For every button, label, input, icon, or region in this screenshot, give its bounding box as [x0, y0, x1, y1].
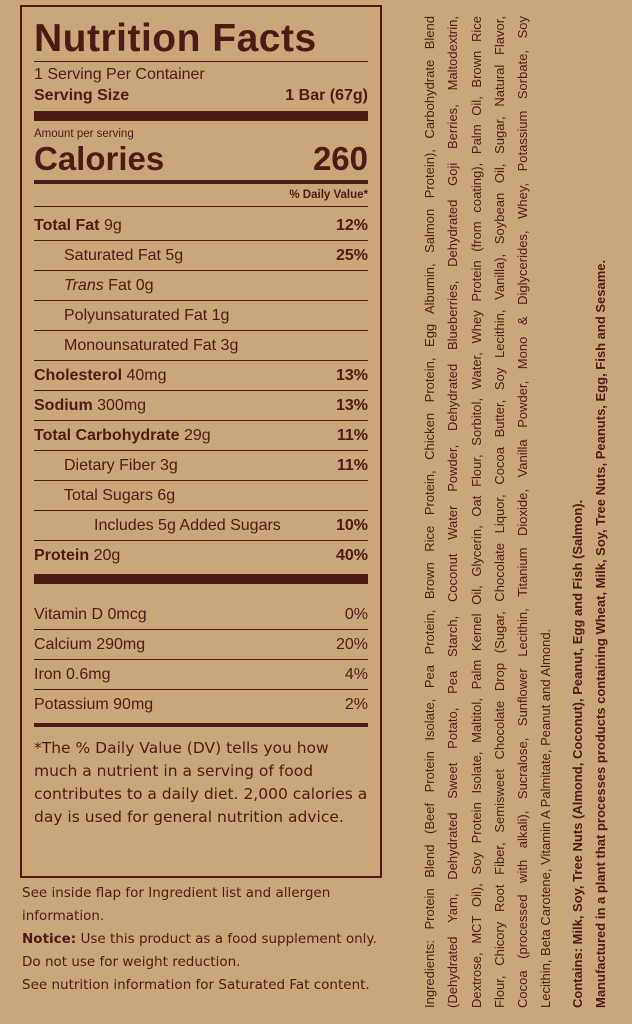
nutrient-row-protein: Protein 20g 40%: [34, 540, 368, 570]
nutrient-row-total-sugars: Total Sugars 6g: [34, 480, 368, 510]
nutrient-row-saturated-fat: Saturated Fat 5g 25%: [34, 240, 368, 270]
nutrient-row-cholesterol: Cholesterol 40mg 13%: [34, 360, 368, 390]
nutrient-row-sodium: Sodium 300mg 13%: [34, 390, 368, 420]
saturated-fat-note: See nutrition information for Saturated …: [22, 977, 370, 993]
ingredients-line: Dextrose, MCT Oil), Soy Protein Isolate,…: [468, 16, 484, 1008]
ingredients-panel: Ingredients: Protein Blend (Beef Protein…: [418, 16, 612, 1008]
serving-size-label: Serving Size: [34, 87, 130, 104]
allergen-contains: Contains: Milk, Soy, Tree Nuts (Almond, …: [569, 499, 585, 1008]
daily-value-footnote: *The % Daily Value (DV) tells you how mu…: [34, 739, 368, 826]
nutrient-row-added-sugars: Includes 5g Added Sugars 10%: [34, 510, 368, 540]
serving-size: Serving Size 1 Bar (67g): [34, 85, 368, 107]
nutrient-row-monounsaturated-fat: Monounsaturated Fat 3g: [34, 330, 368, 360]
ingredients-line: Flour, Chicory Root Fiber, Semisweet Cho…: [491, 16, 507, 1008]
calories-value: 260: [312, 140, 368, 177]
ingredient-flap-note: See inside flap for Ingredient list and …: [22, 885, 331, 924]
vitamin-row-potassium: Potassium 90mg 2%: [34, 689, 368, 719]
label-notes: See inside flap for Ingredient list and …: [22, 882, 392, 997]
nutrient-row-polyunsaturated-fat: Polyunsaturated Fat 1g: [34, 300, 368, 330]
serving-size-value: 1 Bar (67g): [285, 87, 368, 104]
notice-text: Use this product as a food supplement on…: [22, 931, 377, 970]
amount-per-serving: Amount per serving: [34, 128, 134, 140]
nutrition-facts-panel: Nutrition Facts 1 Serving Per Container …: [20, 5, 382, 878]
ingredients-line: Lecithin, Beta Carotene, Vitamin A Palmi…: [538, 628, 554, 1008]
ingredients-line: Cocoa (processed with alkali), Sucralose…: [515, 16, 531, 1008]
notice-label: Notice:: [22, 931, 77, 947]
notice: Notice: Use this product as a food suppl…: [22, 928, 392, 974]
ingredients-line: Ingredients: Protein Blend (Beef Protein…: [422, 16, 437, 1008]
vitamin-row-iron: Iron 0.6mg 4%: [34, 659, 368, 689]
panel-title: Nutrition Facts: [34, 17, 317, 60]
vitamin-row-vitamin-d: Vitamin D 0mcg 0%: [34, 606, 368, 623]
nutrient-row-trans-fat: Trans Fat 0g: [34, 270, 368, 300]
ingredients-line: (Dehydrated Yam, Dehydrated Sweet Potato…: [445, 16, 461, 1008]
nutrient-row-total-carbohydrate: Total Carbohydrate 29g 11%: [34, 420, 368, 450]
manufacturing-allergen-note: Manufactured in a plant that processes p…: [593, 259, 609, 1008]
daily-value-header: % Daily Value*: [289, 189, 368, 201]
calories-label: Calories: [34, 140, 165, 177]
servings-per-container: 1 Serving Per Container: [34, 66, 205, 83]
calories: Calories 260: [34, 140, 368, 178]
nutrient-row-dietary-fiber: Dietary Fiber 3g 11%: [34, 450, 368, 480]
nutrient-row-total-fat: Total Fat 9g 12%: [34, 217, 368, 234]
vitamin-row-calcium: Calcium 290mg 20%: [34, 629, 368, 659]
